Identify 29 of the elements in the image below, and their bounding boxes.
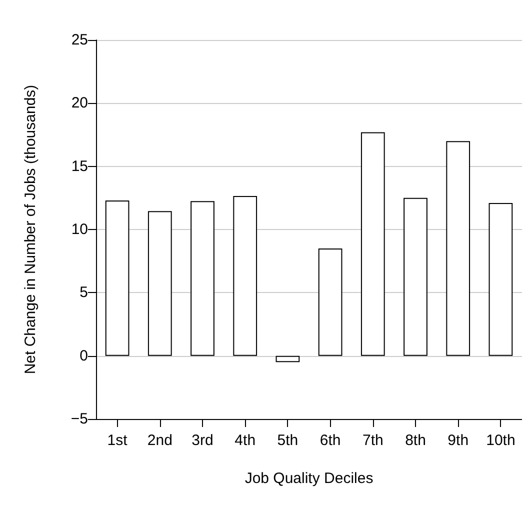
bar [446,141,470,356]
x-tick-label: 3rd [192,432,214,449]
bar [360,132,385,356]
x-axis-title: Job Quality Deciles [244,470,374,487]
y-tick-label: −5 [70,410,88,428]
y-tick-label: 5 [80,284,88,302]
y-tick-label: 10 [71,221,88,238]
bar [276,356,300,362]
x-tick-label: 2nd [147,432,172,449]
x-tick-label: 4th [234,432,256,449]
x-tick-label: 7th [362,432,384,449]
y-axis-title: Net Change in Number of Jobs (thousands) [22,84,39,374]
x-tick-label: 8th [405,432,426,449]
y-tick-label: 0 [80,347,88,364]
bar [488,202,513,356]
bar [404,198,428,356]
x-tick-label: 5th [277,432,298,449]
x-tick-label: 6th [320,432,341,449]
bar [318,248,342,356]
bar [105,200,130,356]
x-tick-label: 9th [448,432,469,449]
y-tick-label: 15 [71,158,88,175]
x-tick-label: 10th [486,432,516,449]
bar [190,201,214,356]
y-tick-label: 20 [71,94,88,112]
x-tick-label: 1st [107,432,128,449]
bar [233,196,258,356]
bar [148,211,172,356]
y-tick-label: 25 [71,32,88,48]
